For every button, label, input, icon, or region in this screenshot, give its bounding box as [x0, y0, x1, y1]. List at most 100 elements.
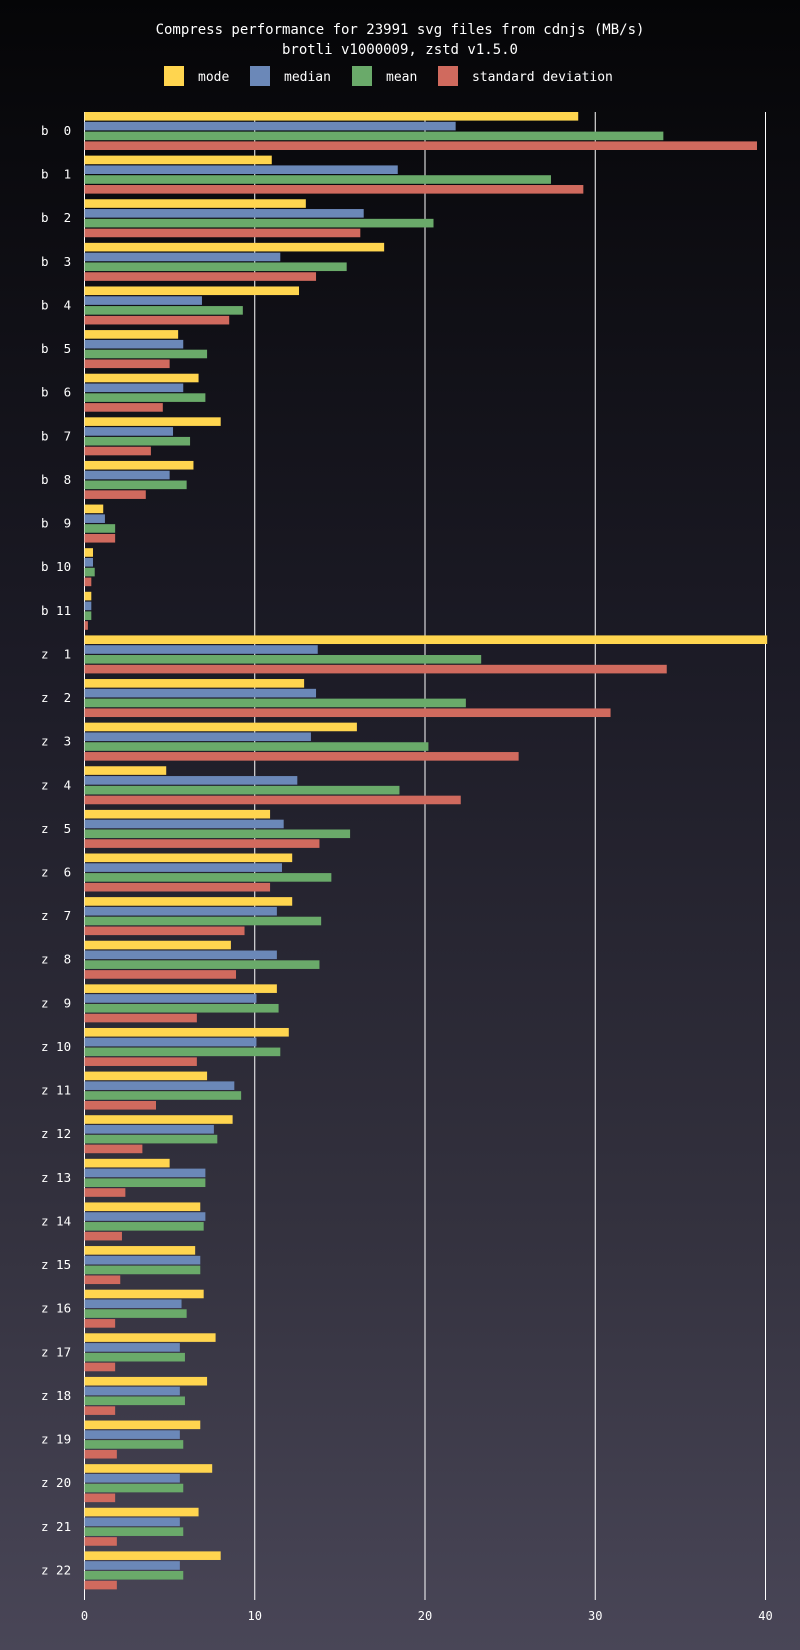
bar-mean-z-3 [84, 742, 429, 751]
bar-standard-deviation-z-22 [84, 1580, 117, 1590]
category-label: z 5 [41, 821, 71, 836]
bar-median-b-10 [84, 557, 94, 567]
chart-title: Compress performance for 23991 svg files… [156, 22, 645, 38]
bar-standard-deviation-b-8 [84, 490, 146, 499]
bar-mode-b-6 [84, 373, 199, 383]
bar-mode-b-7 [84, 417, 221, 426]
bar-standard-deviation-b-2 [84, 228, 361, 238]
bar-mode-z-9 [84, 984, 277, 993]
bar-mode-z-12 [84, 1115, 233, 1124]
category-label: z 17 [41, 1344, 71, 1359]
bar-median-z-12 [84, 1125, 214, 1134]
category-label: z 6 [41, 865, 71, 880]
bar-mean-z-22 [84, 1570, 184, 1580]
bar-median-b-5 [84, 339, 184, 349]
bar-median-z-1 [84, 645, 318, 654]
category-label: z 16 [41, 1301, 71, 1316]
bar-mean-z-16 [84, 1309, 187, 1318]
bar-mean-z-14 [84, 1222, 204, 1231]
bar-mode-z-19 [84, 1420, 201, 1430]
category-label: z 8 [41, 952, 71, 967]
bar-mean-z-15 [84, 1265, 201, 1275]
bar-standard-deviation-z-6 [84, 882, 271, 892]
bar-median-z-7 [84, 906, 277, 916]
bar-mode-z-16 [84, 1289, 204, 1299]
bar-standard-deviation-b-4 [84, 315, 230, 325]
legend-label-mode: mode [198, 70, 229, 85]
bar-standard-deviation-z-8 [84, 970, 237, 979]
bar-standard-deviation-z-17 [84, 1362, 116, 1372]
bar-standard-deviation-z-1 [84, 664, 667, 674]
bar-standard-deviation-z-19 [84, 1449, 117, 1459]
bar-mode-z-20 [84, 1464, 213, 1473]
bar-mode-z-3 [84, 722, 357, 732]
category-label: b 4 [41, 297, 71, 312]
bar-mean-z-7 [84, 916, 322, 926]
bar-mean-z-12 [84, 1134, 218, 1144]
bar-mode-z-10 [84, 1027, 289, 1037]
bar-standard-deviation-z-3 [84, 752, 519, 761]
bar-mode-z-22 [84, 1551, 221, 1560]
gridlines [84, 112, 766, 1600]
bar-mode-b-5 [84, 330, 179, 339]
bar-mean-b-8 [84, 480, 187, 490]
bar-median-z-16 [84, 1299, 182, 1309]
bar-median-b-8 [84, 470, 170, 480]
bar-mean-b-11 [84, 611, 92, 620]
bar-median-z-15 [84, 1255, 201, 1265]
bar-median-b-4 [84, 296, 202, 305]
category-label: b 1 [41, 167, 71, 182]
category-label: b 7 [41, 428, 71, 443]
bar-median-b-6 [84, 383, 184, 393]
bar-median-z-10 [84, 1037, 257, 1047]
x-tick-label: 40 [758, 1609, 772, 1623]
legend-label-mean: mean [386, 70, 417, 85]
bar-mean-z-5 [84, 829, 351, 839]
legend-label-standard-deviation: standard deviation [472, 70, 613, 85]
category-label: b 5 [41, 341, 71, 356]
bar-mean-b-2 [84, 218, 434, 228]
bar-standard-deviation-b-9 [84, 533, 116, 543]
bar-mode-b-0 [84, 112, 579, 121]
bar-mean-z-20 [84, 1483, 184, 1493]
category-label: z 12 [41, 1126, 71, 1141]
bar-mode-b-10 [84, 548, 94, 557]
bar-mode-z-5 [84, 809, 271, 819]
legend: mode median mean standard deviation [164, 66, 613, 86]
bar-median-z-4 [84, 776, 298, 785]
bar-median-b-2 [84, 209, 364, 218]
bar-mean-b-9 [84, 524, 116, 533]
bar-standard-deviation-z-9 [84, 1013, 197, 1023]
bar-standard-deviation-b-1 [84, 185, 584, 194]
bars [84, 112, 768, 1590]
bar-mode-z-8 [84, 940, 231, 950]
bar-mode-z-21 [84, 1507, 199, 1517]
category-label: b 2 [41, 210, 71, 225]
bar-mean-z-19 [84, 1440, 184, 1449]
bar-median-z-8 [84, 950, 277, 960]
category-label: z 1 [41, 646, 71, 661]
category-label: z 4 [41, 777, 71, 792]
bar-median-z-22 [84, 1561, 180, 1570]
bar-median-z-9 [84, 994, 257, 1003]
category-label: z 13 [41, 1170, 71, 1185]
bar-mode-z-11 [84, 1071, 208, 1081]
bar-mean-z-4 [84, 785, 400, 795]
bar-mode-b-8 [84, 460, 194, 470]
bar-standard-deviation-b-6 [84, 403, 163, 412]
bar-mode-z-1 [84, 635, 768, 645]
bar-mean-z-13 [84, 1178, 206, 1188]
bar-standard-deviation-b-11 [84, 621, 88, 630]
bar-standard-deviation-b-5 [84, 359, 170, 369]
category-label: z 2 [41, 690, 71, 705]
bar-mean-z-10 [84, 1047, 281, 1057]
category-label: b 8 [41, 472, 71, 487]
bar-mode-z-17 [84, 1333, 216, 1342]
bar-mode-z-18 [84, 1376, 208, 1386]
x-tick-label: 20 [418, 1609, 432, 1623]
bar-median-z-17 [84, 1343, 180, 1352]
bar-mean-z-17 [84, 1352, 185, 1362]
bar-mode-b-4 [84, 286, 300, 296]
bar-mean-b-1 [84, 175, 551, 184]
category-label: z 15 [41, 1257, 71, 1272]
